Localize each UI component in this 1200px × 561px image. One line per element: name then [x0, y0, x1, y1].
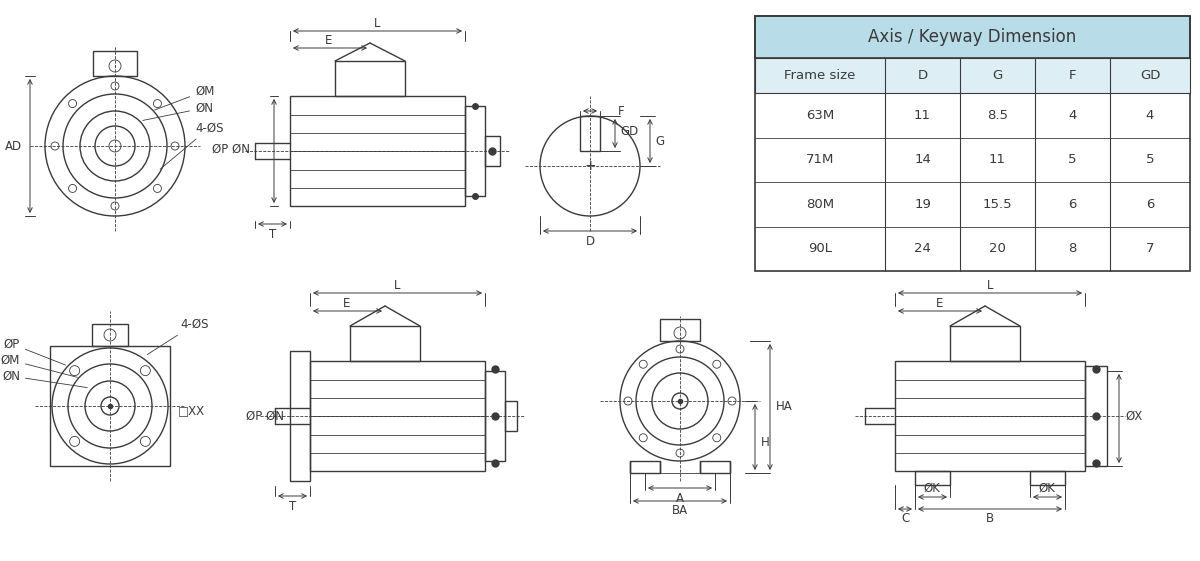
- Bar: [92, 324, 128, 346]
- Bar: [466, 106, 485, 196]
- Text: ØM: ØM: [155, 85, 215, 110]
- Text: E: E: [325, 34, 332, 47]
- Text: HA: HA: [776, 401, 793, 413]
- Bar: [94, 51, 137, 76]
- Text: F: F: [1069, 68, 1076, 81]
- Text: 19: 19: [914, 197, 931, 211]
- Text: T: T: [289, 499, 296, 513]
- Bar: [950, 326, 1020, 361]
- Text: 5: 5: [1068, 153, 1076, 166]
- Text: E: E: [343, 297, 350, 310]
- Text: GD: GD: [1140, 68, 1160, 81]
- Text: ØP ØN: ØP ØN: [212, 142, 250, 155]
- Text: ØP: ØP: [4, 338, 66, 365]
- Bar: [290, 96, 466, 206]
- Bar: [350, 326, 420, 361]
- Text: 14: 14: [914, 153, 931, 166]
- Text: 63M: 63M: [806, 109, 834, 122]
- Bar: [755, 58, 1190, 93]
- Bar: [310, 361, 485, 471]
- Text: ØP ØN: ØP ØN: [246, 410, 284, 422]
- Text: 8: 8: [1068, 242, 1076, 255]
- Bar: [916, 471, 950, 485]
- Text: 5: 5: [1146, 153, 1154, 166]
- Text: L: L: [986, 278, 994, 292]
- Text: 4: 4: [1146, 109, 1154, 122]
- Text: H: H: [761, 435, 769, 448]
- Text: 20: 20: [989, 242, 1006, 255]
- Text: G: G: [655, 135, 664, 148]
- Bar: [485, 136, 500, 166]
- Text: 11: 11: [989, 153, 1006, 166]
- Text: B: B: [986, 512, 994, 525]
- Text: 4-ØS: 4-ØS: [160, 122, 223, 169]
- Text: L: L: [374, 16, 380, 30]
- Text: Frame size: Frame size: [785, 68, 856, 81]
- Bar: [335, 61, 406, 96]
- Text: D: D: [586, 234, 594, 247]
- Text: F: F: [618, 104, 625, 117]
- Text: 24: 24: [914, 242, 931, 255]
- Text: 7: 7: [1146, 242, 1154, 255]
- Text: +: +: [584, 159, 596, 173]
- Text: 6: 6: [1068, 197, 1076, 211]
- Bar: [660, 319, 700, 341]
- Bar: [580, 116, 600, 151]
- Bar: [1030, 471, 1066, 485]
- Text: BA: BA: [672, 504, 688, 517]
- Text: 80M: 80M: [806, 197, 834, 211]
- Text: E: E: [936, 297, 943, 310]
- Text: 11: 11: [914, 109, 931, 122]
- Text: G: G: [992, 68, 1003, 81]
- Bar: [630, 461, 660, 473]
- Text: 90L: 90L: [808, 242, 832, 255]
- Bar: [290, 351, 310, 481]
- Text: 15.5: 15.5: [983, 197, 1013, 211]
- Text: D: D: [918, 68, 928, 81]
- Bar: [895, 361, 1085, 471]
- Bar: [755, 16, 1190, 271]
- Text: ØK: ØK: [1038, 481, 1056, 494]
- Text: □XX: □XX: [178, 404, 205, 417]
- Text: GD: GD: [620, 125, 638, 137]
- Text: ØN: ØN: [143, 102, 214, 121]
- Text: ØN: ØN: [2, 370, 88, 388]
- Text: AD: AD: [5, 140, 22, 153]
- Bar: [1085, 366, 1108, 466]
- Bar: [505, 401, 517, 431]
- Bar: [50, 346, 170, 466]
- Text: ØM: ØM: [1, 353, 77, 378]
- Text: 4-ØS: 4-ØS: [148, 318, 209, 355]
- Bar: [755, 16, 1190, 58]
- Text: L: L: [395, 278, 401, 292]
- Text: ØK: ØK: [924, 481, 941, 494]
- Text: 8.5: 8.5: [986, 109, 1008, 122]
- Bar: [700, 461, 730, 473]
- Text: 71M: 71M: [806, 153, 834, 166]
- Text: 6: 6: [1146, 197, 1154, 211]
- Text: C: C: [901, 512, 910, 525]
- Text: Axis / Keyway Dimension: Axis / Keyway Dimension: [868, 28, 1076, 46]
- Text: A: A: [676, 491, 684, 504]
- Bar: [485, 371, 505, 461]
- Text: ØX: ØX: [1126, 410, 1142, 422]
- Text: 4: 4: [1068, 109, 1076, 122]
- Text: T: T: [269, 228, 277, 241]
